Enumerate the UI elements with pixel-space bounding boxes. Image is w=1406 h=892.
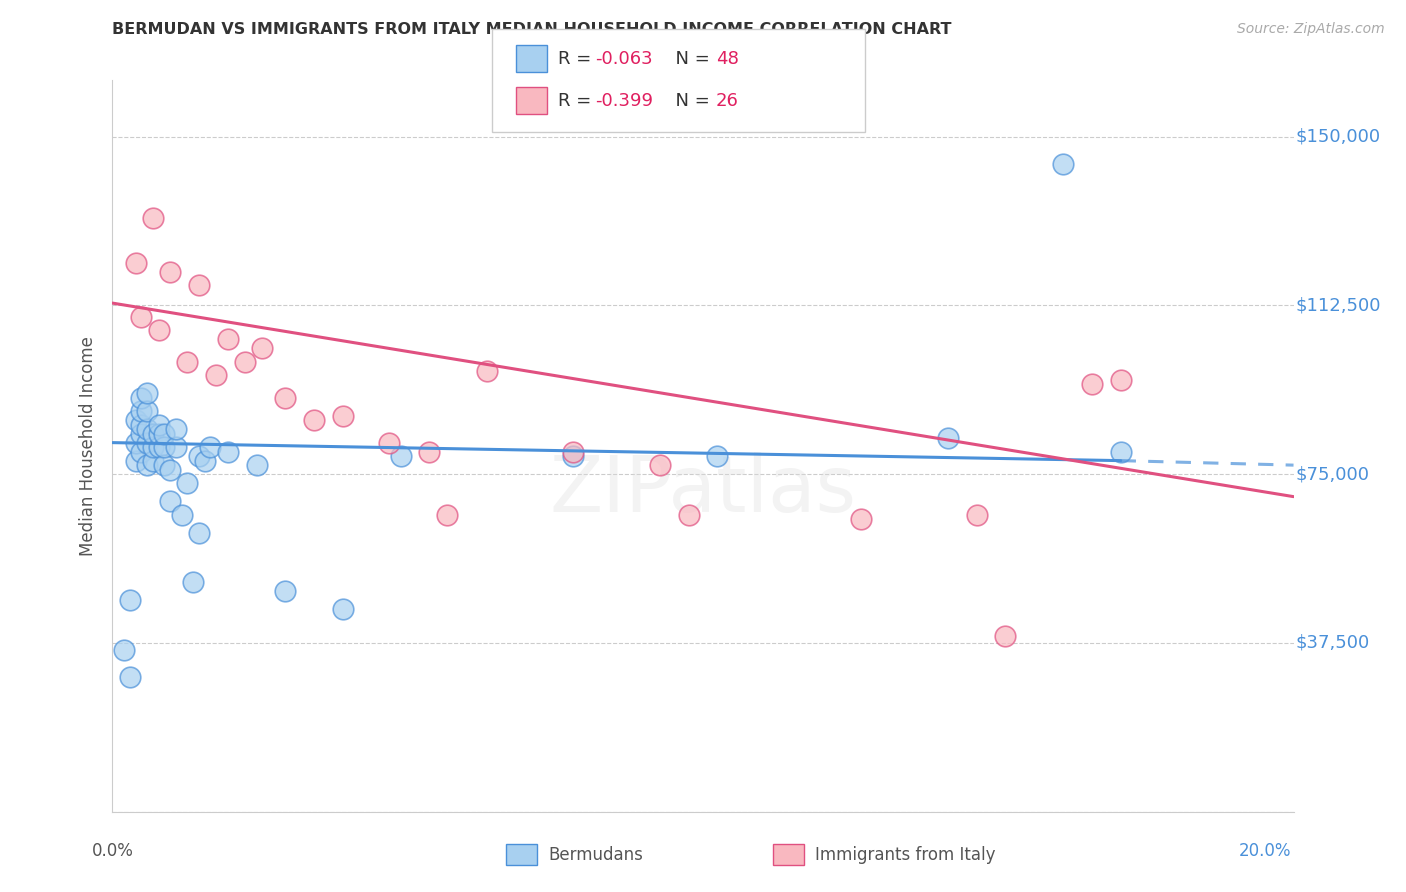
Point bbox=[194, 453, 217, 467]
Point bbox=[153, 458, 176, 472]
Point bbox=[159, 494, 181, 508]
Point bbox=[129, 404, 152, 418]
Point bbox=[966, 508, 988, 522]
Text: $112,500: $112,500 bbox=[1296, 296, 1381, 314]
Text: $150,000: $150,000 bbox=[1296, 128, 1381, 145]
Point bbox=[436, 508, 458, 522]
Point bbox=[176, 476, 198, 491]
Text: -0.063: -0.063 bbox=[595, 50, 652, 68]
Point bbox=[124, 255, 146, 269]
Point bbox=[274, 391, 297, 405]
Point bbox=[1109, 373, 1132, 387]
Point bbox=[1109, 444, 1132, 458]
Point bbox=[176, 354, 198, 368]
Point bbox=[678, 508, 700, 522]
Point bbox=[181, 575, 204, 590]
Text: R =: R = bbox=[558, 50, 598, 68]
Point bbox=[475, 363, 498, 377]
Point bbox=[124, 453, 146, 467]
Point bbox=[217, 332, 239, 346]
Point bbox=[153, 440, 176, 454]
Point bbox=[233, 354, 256, 368]
Point bbox=[136, 458, 159, 472]
Point bbox=[200, 440, 222, 454]
Text: $37,500: $37,500 bbox=[1296, 634, 1369, 652]
Point bbox=[562, 449, 585, 463]
Point bbox=[148, 426, 170, 441]
Point bbox=[129, 444, 152, 458]
Text: ZIPatlas: ZIPatlas bbox=[550, 452, 856, 528]
Point bbox=[129, 417, 152, 432]
Point bbox=[148, 323, 170, 337]
Point bbox=[187, 278, 209, 293]
Point bbox=[936, 431, 959, 445]
Text: $75,000: $75,000 bbox=[1296, 465, 1369, 483]
Point bbox=[148, 440, 170, 454]
Point bbox=[165, 422, 187, 436]
Point bbox=[124, 435, 146, 450]
Point bbox=[1052, 156, 1074, 170]
Text: R =: R = bbox=[558, 92, 598, 110]
Text: Source: ZipAtlas.com: Source: ZipAtlas.com bbox=[1237, 22, 1385, 37]
Point bbox=[205, 368, 228, 383]
Point bbox=[994, 629, 1017, 643]
Point bbox=[118, 670, 141, 684]
Y-axis label: Median Household Income: Median Household Income bbox=[79, 336, 97, 556]
Text: 0.0%: 0.0% bbox=[91, 842, 134, 860]
Point bbox=[129, 310, 152, 324]
Text: BERMUDAN VS IMMIGRANTS FROM ITALY MEDIAN HOUSEHOLD INCOME CORRELATION CHART: BERMUDAN VS IMMIGRANTS FROM ITALY MEDIAN… bbox=[112, 22, 952, 37]
Point bbox=[142, 440, 165, 454]
Text: Bermudans: Bermudans bbox=[548, 846, 643, 863]
Point bbox=[217, 444, 239, 458]
Point bbox=[170, 508, 193, 522]
Point bbox=[187, 449, 209, 463]
Point bbox=[332, 602, 354, 616]
Text: -0.399: -0.399 bbox=[595, 92, 652, 110]
Point bbox=[159, 462, 181, 476]
Point bbox=[648, 458, 671, 472]
Point bbox=[136, 404, 159, 418]
Text: N =: N = bbox=[664, 50, 716, 68]
Point bbox=[142, 426, 165, 441]
Point bbox=[148, 417, 170, 432]
Point bbox=[142, 211, 165, 225]
Point bbox=[136, 435, 159, 450]
Point bbox=[378, 435, 401, 450]
Point bbox=[302, 413, 325, 427]
Text: 48: 48 bbox=[716, 50, 738, 68]
Point bbox=[124, 413, 146, 427]
Point bbox=[142, 453, 165, 467]
Point bbox=[165, 440, 187, 454]
Point bbox=[1081, 377, 1104, 392]
Text: Immigrants from Italy: Immigrants from Italy bbox=[815, 846, 995, 863]
Point bbox=[118, 593, 141, 607]
Point bbox=[274, 584, 297, 599]
Text: N =: N = bbox=[664, 92, 716, 110]
Text: 20.0%: 20.0% bbox=[1239, 842, 1291, 860]
Point bbox=[136, 386, 159, 401]
Text: 26: 26 bbox=[716, 92, 738, 110]
Point bbox=[112, 642, 135, 657]
Point bbox=[418, 444, 440, 458]
Point bbox=[129, 426, 152, 441]
Point bbox=[187, 525, 209, 540]
Point bbox=[851, 512, 873, 526]
Point bbox=[332, 409, 354, 423]
Point bbox=[136, 422, 159, 436]
Point bbox=[389, 449, 412, 463]
Point bbox=[252, 341, 274, 355]
Point bbox=[245, 458, 267, 472]
Point bbox=[153, 426, 176, 441]
Point bbox=[562, 444, 585, 458]
Point bbox=[129, 391, 152, 405]
Point bbox=[706, 449, 728, 463]
Point bbox=[159, 264, 181, 278]
